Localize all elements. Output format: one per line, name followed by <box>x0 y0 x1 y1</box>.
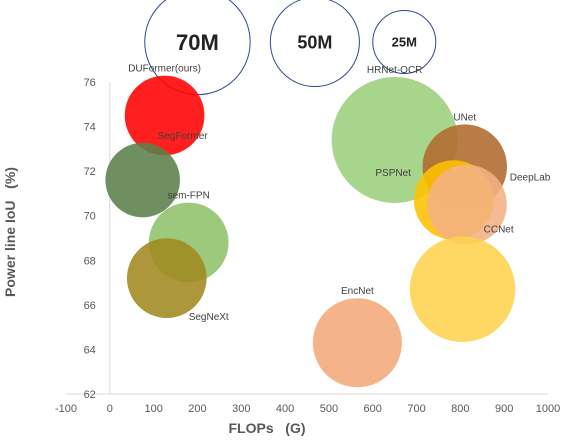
y-axis-ticks: 62 64 66 68 70 72 74 76 <box>84 77 96 401</box>
x-tick-label: 600 <box>364 403 382 415</box>
x-tick-label: 500 <box>320 403 338 415</box>
bubble-label: PSPNet <box>375 168 411 179</box>
x-tick-label: -100 <box>55 403 77 415</box>
bubble <box>124 75 205 156</box>
bubble-label: DeepLab <box>510 173 551 184</box>
bubble <box>105 142 180 218</box>
y-tick-label: 76 <box>84 77 96 89</box>
axes <box>66 82 548 395</box>
y-tick-label: 74 <box>84 122 96 134</box>
bubble <box>427 164 507 245</box>
size-legend-label: 70M <box>176 30 219 55</box>
x-axis-title: FLOPs (G) <box>229 420 306 436</box>
x-tick-label: 100 <box>144 403 162 415</box>
y-tick-label: 68 <box>84 255 96 267</box>
x-tick-label: 300 <box>232 403 250 415</box>
size-legend-label: 50M <box>297 32 332 52</box>
x-tick-label: 1000 <box>536 403 560 415</box>
y-tick-label: 70 <box>84 211 96 223</box>
size-legend: 70M 50M 25M <box>144 0 437 96</box>
bubble-label: CCNet <box>484 225 514 236</box>
bubble-labels: DUFormer(ours) SegFormer sem-FPN SegNeXt HRN… <box>128 64 551 323</box>
x-axis-ticks: -100 0 100 200 300 400 500 600 700 800 900 1000 <box>55 403 560 415</box>
y-axis-title: Power line IoU (%) <box>2 167 18 297</box>
bubble-label: EncNet <box>341 286 374 297</box>
bubble-label: HRNet-OCR <box>367 65 423 76</box>
bubble-label: UNet <box>453 112 476 123</box>
x-tick-label: 200 <box>188 403 206 415</box>
bubble-label: SegFormer <box>158 131 209 142</box>
x-tick-label: 0 <box>107 403 113 415</box>
y-tick-label: 62 <box>84 389 96 401</box>
size-legend-circle <box>269 0 360 88</box>
x-tick-label: 900 <box>495 403 513 415</box>
y-tick-label: 66 <box>84 300 96 312</box>
size-legend-circle <box>372 10 437 74</box>
size-legend-label: 25M <box>392 35 417 50</box>
bubble-label: SegNeXt <box>189 312 229 323</box>
bubble-label: DUFormer(ours) <box>128 64 201 75</box>
bubble <box>409 236 516 342</box>
x-tick-label: 800 <box>451 403 469 415</box>
y-tick-label: 72 <box>84 166 96 178</box>
bubble <box>126 238 207 318</box>
y-tick-label: 64 <box>84 344 96 356</box>
bubble-label: sem-FPN <box>168 191 210 202</box>
bubble <box>312 298 402 388</box>
x-tick-label: 700 <box>407 403 425 415</box>
x-tick-label: 400 <box>276 403 294 415</box>
bubbles <box>105 75 516 388</box>
